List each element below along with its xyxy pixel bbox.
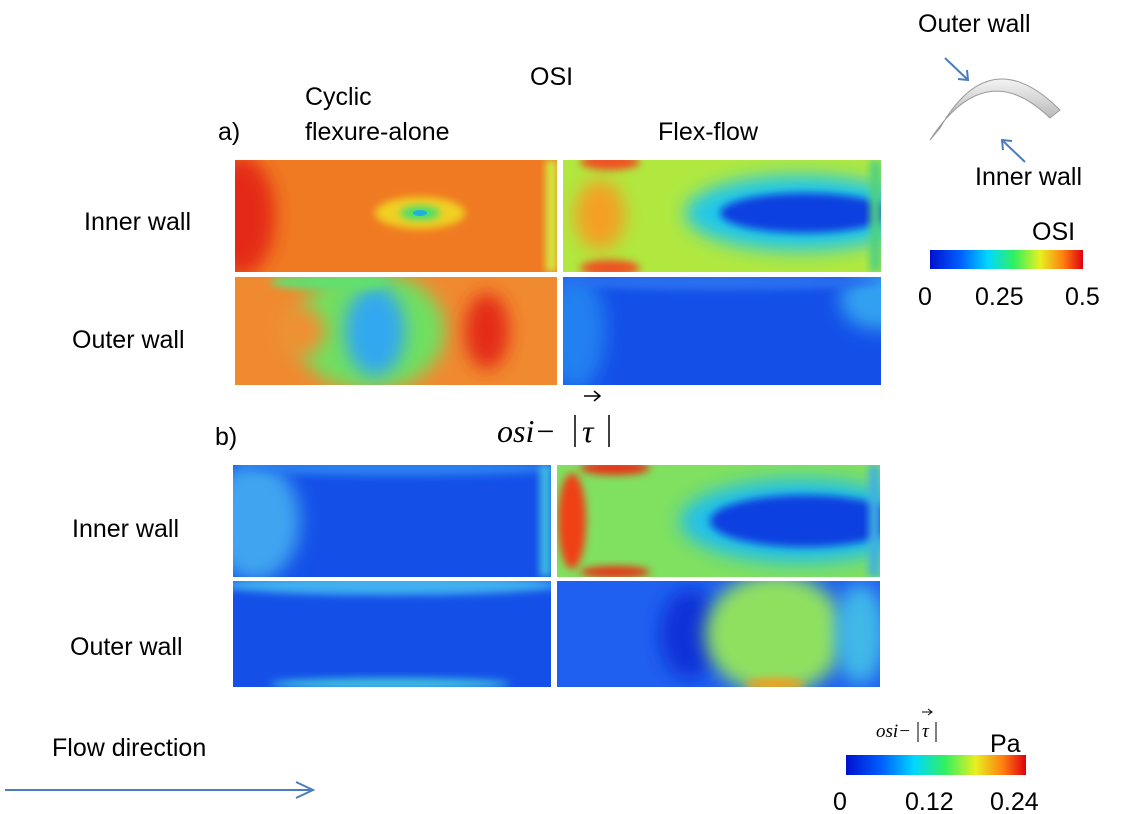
row-label: Outer wall <box>72 326 185 354</box>
colorbar-title: OSI <box>1032 218 1075 246</box>
schematic-label: Outer wall <box>918 10 1031 38</box>
figure: Outer wall Inner wall OSI a) Cyclic flex… <box>0 0 1129 814</box>
colorbar-unit: Pa <box>990 730 1021 758</box>
vessel-schematic <box>930 79 1060 140</box>
map-b-inner-flexflow <box>557 461 920 578</box>
colorbar-tick: 0.24 <box>990 788 1039 814</box>
formula: osi− <box>497 413 556 449</box>
map-a-inner-flexflow <box>563 154 915 276</box>
panel-title: OSI <box>530 63 573 91</box>
map-a-inner-flexure <box>205 156 557 276</box>
row-label: Outer wall <box>70 633 183 661</box>
flow-label: Flow direction <box>52 734 206 762</box>
colorbar-tick: 0 <box>833 788 847 814</box>
row-label: Inner wall <box>72 515 179 543</box>
schematic-label: Inner wall <box>975 163 1082 191</box>
colorbar-tick: 0.5 <box>1065 283 1100 311</box>
page: {"schematic": {"outer_label": "Outer wal… <box>0 0 1129 814</box>
formula: τ <box>582 413 595 449</box>
map-b-inner-flexure <box>210 460 560 581</box>
colorbar <box>930 250 1083 269</box>
map-b-outer-flexflow <box>557 574 885 694</box>
arrow <box>1002 140 1025 162</box>
panel-label: a) <box>218 118 240 146</box>
column-label: flexure-alone <box>305 118 450 146</box>
panel-label: b) <box>215 423 237 451</box>
colorbar-tick: 0.12 <box>905 788 954 814</box>
column-label: Flex-flow <box>658 118 759 146</box>
map-a-outer-flexure <box>235 271 557 391</box>
map-b-outer-flexure <box>220 575 560 690</box>
colorbar-tick: 0.25 <box>975 283 1024 311</box>
map-a-outer-flexflow <box>545 270 920 391</box>
column-label: Cyclic <box>305 83 372 111</box>
row-label: Inner wall <box>84 208 191 236</box>
colorbar-formula: osi− <box>876 721 911 742</box>
colorbar-tick: 0 <box>918 283 932 311</box>
colorbar-formula: τ <box>922 721 930 742</box>
arrow <box>945 58 968 80</box>
colorbar <box>846 755 1026 775</box>
